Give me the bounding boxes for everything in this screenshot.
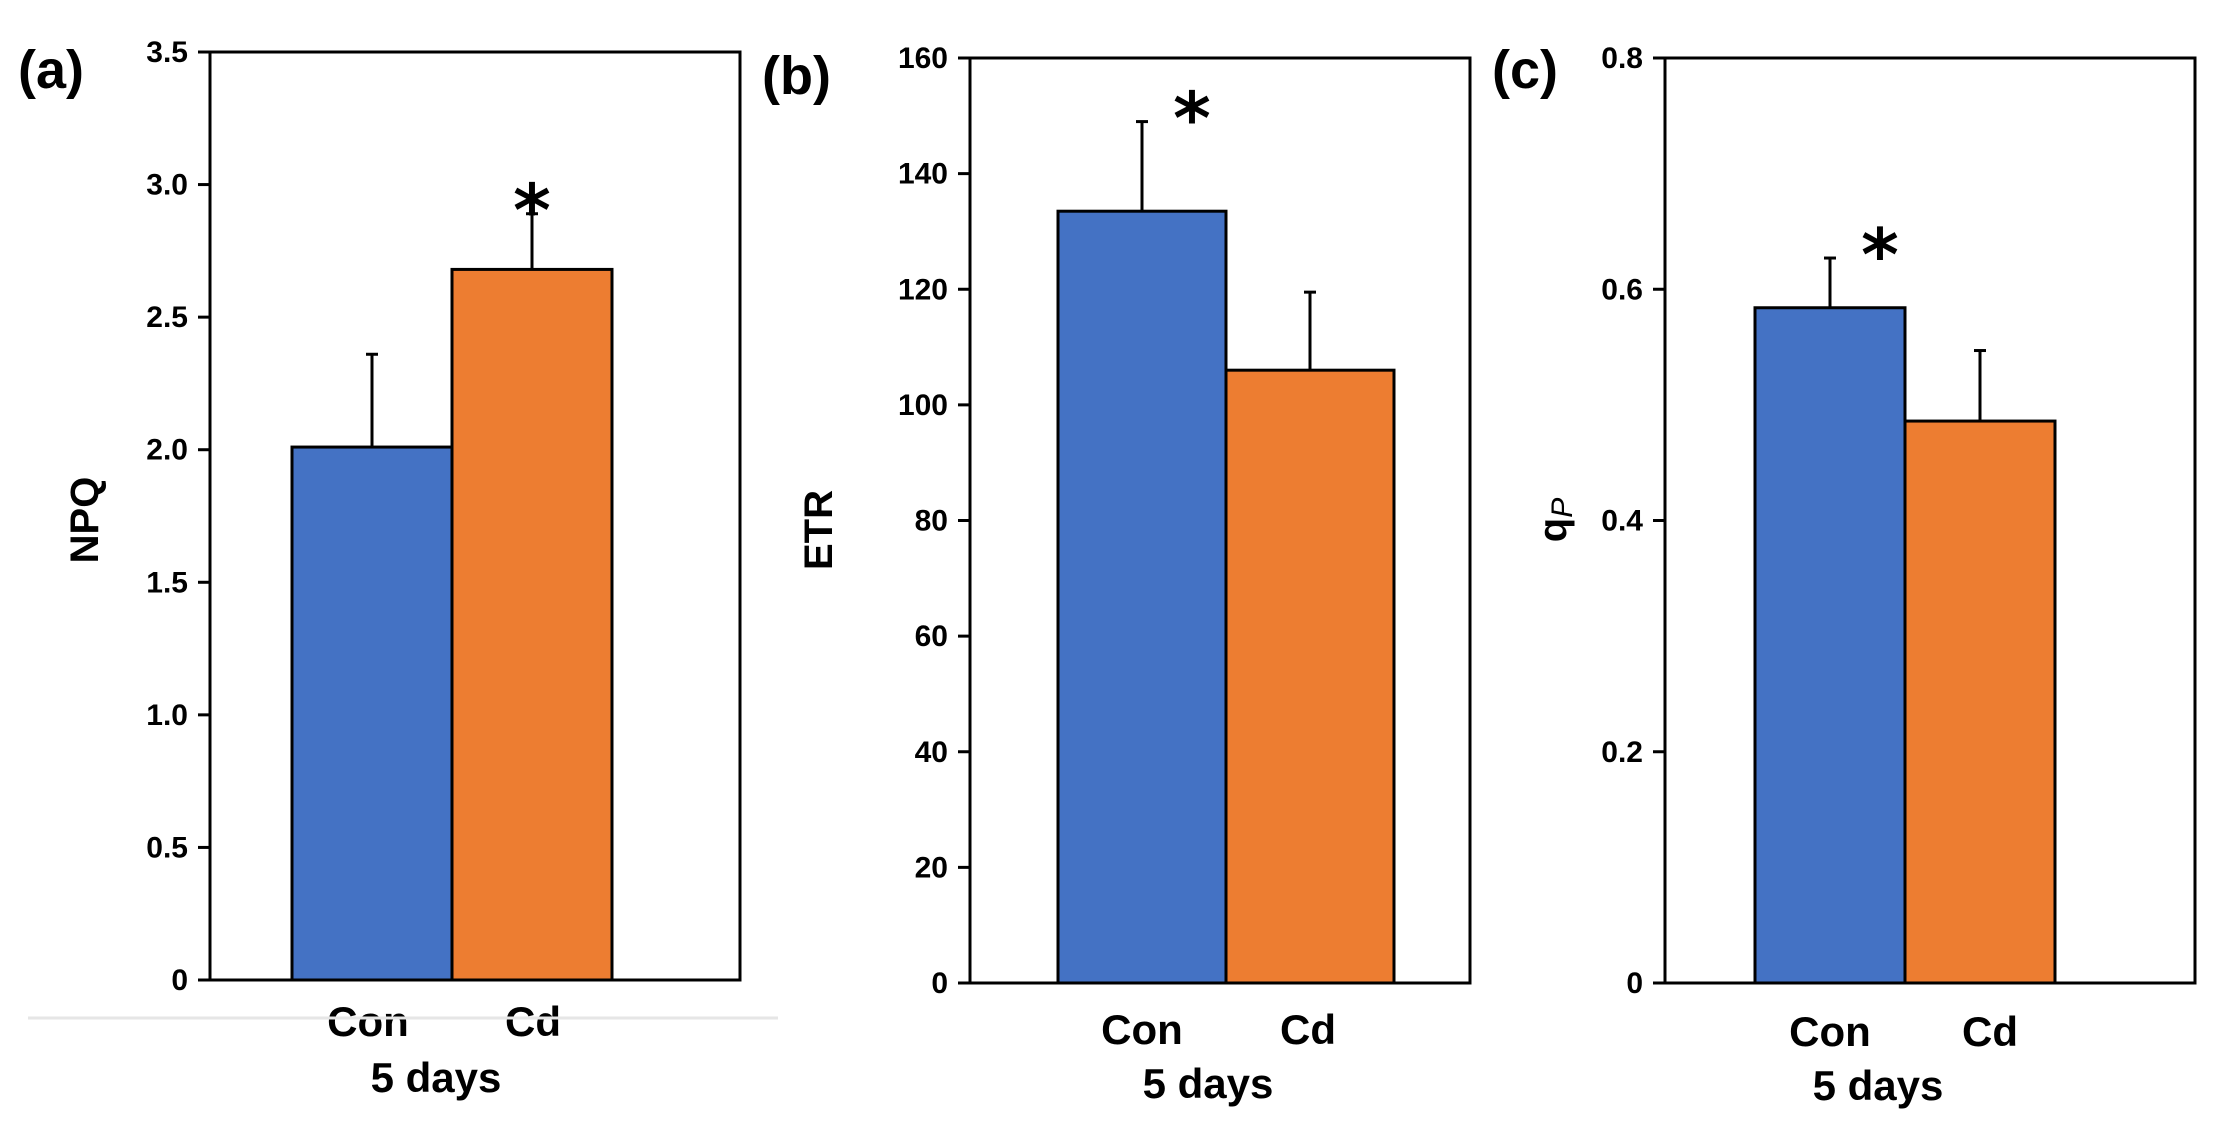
panel-c-label: (c) [1492,40,1558,100]
panel-b-ytick-label-3: 60 [915,620,948,653]
panel-c-ytick-label-4: 0.8 [1601,42,1643,75]
panel-c-bar-con [1753,306,1907,985]
panel-a-ytick-label-1: 0.5 [146,831,188,864]
panel-a-plot: * [208,50,742,982]
panel-b-ytick-label-8: 160 [898,42,948,75]
panel-b-label: (b) [762,46,831,106]
panel-a-ticks: 0 0.5 1.0 1.5 2.0 2.5 3.0 3.5 [146,36,210,997]
panel-a-ylabel: NPQ [63,477,107,564]
panel-c-xlabel: 5 days [1813,1062,1944,1109]
panel-b-plot: * [968,56,1472,985]
panel-c-significance-con: * [1861,213,1899,297]
panel-a-significance-cd: * [513,169,551,253]
panel-a-ytick-label-4: 2.0 [146,434,188,467]
panel-b-ytick-label-6: 120 [898,273,948,306]
panel-a-bar-cd [450,267,614,982]
panel-a-ytick-label-7: 3.5 [146,36,188,69]
panel-b: (b) ETR 0 20 40 60 80 100 120 140 160 * Con Cd 5… [762,42,1472,1107]
panel-c-cat-con: Con [1789,1008,1871,1055]
panel-b-ytick-label-0: 0 [931,967,948,1000]
panel-a-ytick-label-3: 1.5 [146,566,188,599]
panel-b-cat-con: Con [1101,1006,1183,1053]
panel-a-cat-con: Con [327,998,409,1045]
panel-b-bar-con [1056,209,1228,985]
panel-b-ytick-label-1: 20 [915,851,948,884]
panel-c-ytick-label-3: 0.6 [1601,273,1643,306]
panel-c: (c) qP 0 0.2 0.4 0.6 0.8 * Con Cd 5 days [1492,40,2197,1109]
panel-c-ytick-label-0: 0 [1626,967,1643,1000]
panel-b-significance-con: * [1173,77,1211,161]
panel-b-bar-cd [1224,368,1396,985]
panel-c-ylabel-sub: P [1546,498,1579,518]
panel-b-ytick-label-2: 40 [915,736,948,769]
panel-a-ytick-label-2: 1.0 [146,699,188,732]
panel-c-ylabel: qP [1531,498,1579,542]
panel-c-ytick-label-1: 0.2 [1601,736,1643,769]
panel-a: (a) NPQ 00.51.01.52.02.53.03.5 * Con Cd … [18,36,742,1101]
panel-b-ticks: 0 20 40 60 80 100 120 140 160 [898,42,970,1000]
panel-b-ytick-label-4: 80 [915,505,948,538]
panel-b-ytick-label-7: 140 [898,158,948,191]
panel-b-cat-cd: Cd [1280,1006,1336,1053]
panel-c-plot: * [1663,56,2197,985]
panel-c-ytick-label-2: 0.4 [1601,505,1643,538]
panel-c-bar-cd [1903,419,2057,985]
panel-a-ytick-label-0: 0 [171,964,188,997]
panel-a-xlabel: 5 days [371,1054,502,1101]
panel-a-ytick-label-6: 3.0 [146,169,188,202]
panel-a-ytick-label-5: 2.5 [146,301,188,334]
panel-b-ylabel: ETR [797,490,841,570]
panel-c-ylabel-main: q [1531,518,1575,542]
panel-a-label: (a) [18,40,84,100]
panel-c-cat-cd: Cd [1962,1008,2018,1055]
panel-a-bar-con [290,445,454,982]
panel-c-ticks: 0 0.2 0.4 0.6 0.8 [1601,42,1665,1000]
panel-a-cat-cd: Cd [505,998,561,1045]
panel-b-ytick-label-5: 100 [898,389,948,422]
panel-b-xlabel: 5 days [1143,1060,1274,1107]
